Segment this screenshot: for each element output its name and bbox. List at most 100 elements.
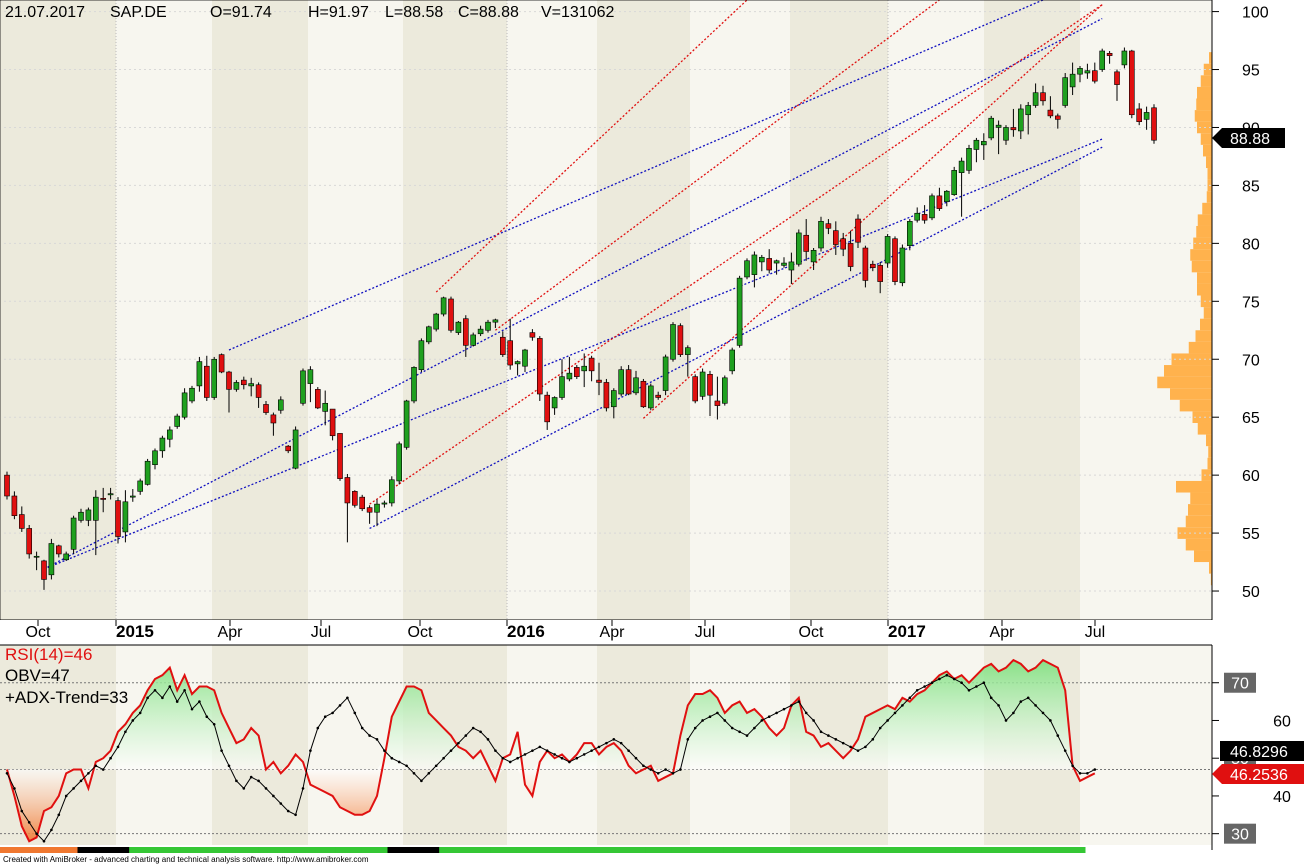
- candle-body: [603, 382, 610, 409]
- obv-point: [1063, 749, 1067, 752]
- obv-point: [531, 749, 534, 752]
- candle-body: [359, 496, 366, 510]
- candle-body: [351, 491, 358, 506]
- x-tick-label: Jul: [695, 624, 715, 641]
- candle-body: [1121, 50, 1128, 66]
- candle-body: [1040, 92, 1046, 102]
- obv-point: [671, 772, 675, 775]
- candle-body: [1025, 105, 1031, 116]
- candle-body: [529, 332, 536, 338]
- obv-point: [701, 719, 704, 722]
- volume-profile-bar: [1207, 168, 1212, 180]
- trend-bar-segment: [232, 847, 259, 853]
- candle-body: [647, 385, 654, 409]
- candle-body: [869, 263, 876, 269]
- trend-bar-segment: [516, 847, 543, 853]
- obv-point: [449, 749, 453, 752]
- obv-point: [64, 794, 68, 798]
- candle-body: [329, 408, 336, 437]
- y-tick-label: 50: [1242, 584, 1260, 601]
- obv-point: [841, 741, 845, 745]
- obv-point: [1049, 719, 1052, 722]
- trend-bar: [0, 847, 1086, 853]
- candle-body: [1010, 127, 1017, 131]
- trend-bar-segment: [77, 847, 104, 853]
- candle-body: [411, 367, 417, 402]
- candle-body: [943, 190, 950, 202]
- obv-point: [753, 726, 756, 730]
- obv-point: [57, 813, 61, 817]
- y-tick-label: 100: [1242, 5, 1269, 22]
- indicator-tick-label: 40: [1273, 789, 1291, 806]
- obv-point: [20, 809, 24, 813]
- season-band: [212, 0, 308, 645]
- candle-body: [33, 555, 40, 558]
- obv-point: [945, 673, 949, 677]
- candle-body: [625, 369, 632, 395]
- obv-point: [745, 734, 749, 737]
- candle-body: [795, 232, 802, 265]
- obv-point: [827, 734, 830, 737]
- obv-point: [205, 715, 209, 718]
- candle-body: [899, 247, 906, 284]
- obv-point: [582, 753, 586, 756]
- candle-body: [122, 501, 129, 533]
- candle-body: [137, 480, 143, 492]
- obv-point: [235, 779, 238, 783]
- obv-point: [279, 802, 283, 805]
- volume-profile-bar: [1200, 133, 1212, 145]
- x-tick-label: Oct: [408, 624, 433, 641]
- obv-point: [464, 734, 468, 737]
- volume-profile-bar: [1196, 225, 1212, 238]
- candle-body: [403, 400, 410, 448]
- candle-body: [1055, 115, 1061, 120]
- candle-body: [670, 324, 676, 360]
- candle-body: [596, 379, 602, 383]
- obv-point: [227, 764, 231, 768]
- candle-body: [514, 361, 521, 365]
- trend-bar-segment: [180, 847, 208, 853]
- candle-body: [1114, 71, 1120, 85]
- candle-body: [211, 358, 217, 398]
- candle-body: [233, 382, 240, 390]
- trend-bar-segment: [1007, 847, 1034, 853]
- candle-body: [684, 347, 691, 355]
- obv-point: [131, 719, 135, 722]
- candle-body: [1069, 73, 1076, 88]
- obv-point: [605, 741, 608, 745]
- obv-point: [5, 772, 9, 775]
- volume-profile-bar: [1203, 63, 1212, 76]
- volume-profile-bar: [1197, 272, 1212, 284]
- blue-channel-line: [369, 146, 1103, 530]
- obv-point: [560, 756, 564, 760]
- volume-profile-bar: [1190, 492, 1212, 505]
- rsi-label: RSI(14)=46: [5, 645, 92, 664]
- candle-body: [995, 124, 1002, 128]
- obv-point: [138, 711, 142, 715]
- candle-body: [204, 365, 210, 398]
- candle-body: [914, 212, 921, 221]
- indicator-tick-label: 60: [1273, 713, 1291, 730]
- candle-body: [855, 218, 861, 243]
- obv-point: [1086, 772, 1089, 775]
- candle-body: [241, 379, 247, 386]
- obv-point: [353, 711, 357, 715]
- red-channel-line: [642, 4, 1103, 419]
- obv-point: [738, 730, 741, 734]
- candle-body: [892, 238, 898, 282]
- obv-point: [575, 756, 579, 760]
- trend-bar-segment: [723, 847, 750, 853]
- candle-body: [300, 370, 306, 404]
- rsi-value-label: 46.2536: [1230, 767, 1288, 784]
- candle-body: [292, 429, 299, 469]
- season-band: [597, 0, 690, 645]
- obv-point: [198, 700, 201, 703]
- x-tick-label: Apr: [218, 624, 244, 641]
- indicator-tick-badge: [1224, 823, 1256, 844]
- candle-body: [1099, 50, 1105, 70]
- candle-body: [285, 445, 292, 452]
- obv-point: [656, 772, 660, 775]
- obv-point: [612, 738, 616, 741]
- volume-profile-bar: [1185, 538, 1212, 551]
- candle-body: [958, 160, 965, 173]
